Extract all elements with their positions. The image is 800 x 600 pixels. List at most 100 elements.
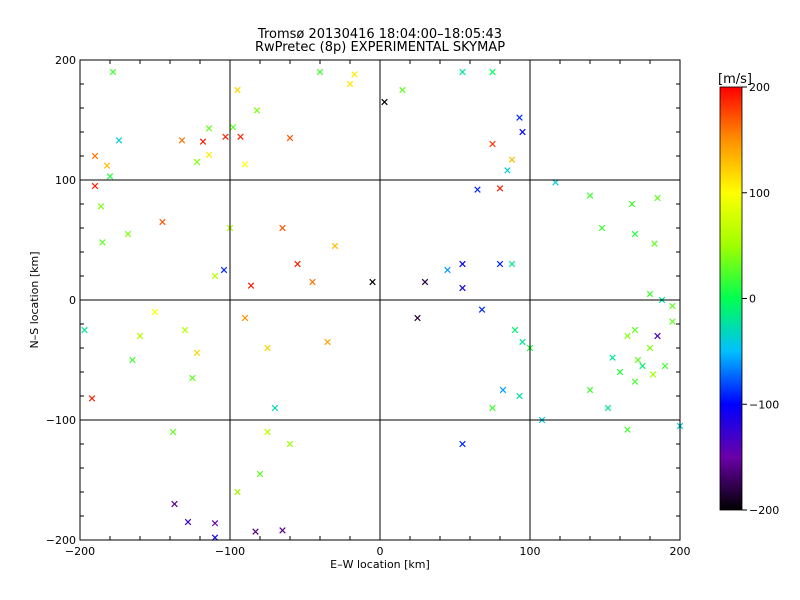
data-point-cross: [271, 404, 279, 412]
data-point-cross: [159, 218, 166, 226]
colorbar-ticks: 200 100 0 −100 −200: [742, 81, 779, 517]
colorbar-tick-label: −200: [749, 504, 779, 517]
data-point-cross: [351, 71, 358, 78]
data-point-cross: [628, 200, 636, 208]
data-point-cross: [516, 114, 523, 121]
data-point-cross: [88, 395, 96, 402]
data-point-cross: [193, 349, 201, 357]
colorbar-tick-label: 100: [749, 187, 770, 200]
data-point-cross: [624, 426, 631, 433]
data-point-cross: [286, 440, 294, 448]
data-point-cross: [178, 137, 186, 144]
data-point-cross: [654, 332, 661, 340]
data-point-cross: [346, 80, 354, 88]
data-point-cross: [241, 314, 249, 322]
data-point-cross: [669, 318, 676, 325]
data-point-cross: [586, 386, 594, 394]
data-point-cross: [634, 356, 642, 364]
data-point-cross: [459, 260, 466, 268]
data-point-cross: [459, 440, 466, 448]
y-axis-label: N–S location [km]: [28, 251, 41, 348]
data-point-cross: [516, 392, 523, 400]
data-point-cross: [496, 260, 504, 268]
data-point-cross: [489, 68, 496, 76]
data-point-cross: [519, 128, 526, 136]
data-point-cross: [661, 362, 669, 370]
chart-title: Tromsø 20130416 18:04:00–18:05:43: [257, 27, 502, 42]
data-point-cross: [129, 356, 136, 364]
y-tick-label: 200: [55, 54, 76, 67]
colorbar-tick-label: 0: [749, 293, 756, 306]
data-point-cross: [381, 98, 388, 106]
data-point-cross: [97, 203, 105, 210]
data-point-cross: [294, 260, 301, 268]
data-point-cross: [205, 151, 213, 159]
data-point-cross: [91, 182, 99, 190]
data-point-cross: [222, 133, 229, 141]
data-point-cross: [99, 239, 106, 246]
x-tick-label: 100: [520, 545, 541, 558]
data-point-cross: [181, 326, 189, 334]
data-point-cross: [211, 534, 219, 541]
data-point-cross: [234, 488, 241, 496]
data-point-cross: [511, 326, 519, 334]
data-point-cross: [199, 138, 207, 145]
data-point-cross: [211, 519, 219, 527]
data-point-cross: [264, 428, 271, 436]
data-point-cross: [519, 338, 526, 346]
data-point-cross: [237, 133, 244, 141]
data-point-cross: [151, 308, 159, 316]
data-point-cross: [654, 194, 661, 202]
data-point-cross: [264, 344, 271, 352]
data-point-cross: [286, 134, 294, 142]
data-point-cross: [399, 86, 406, 94]
data-point-cross: [646, 290, 654, 298]
data-point-cross: [316, 68, 324, 76]
x-tick-label: −100: [215, 545, 245, 558]
data-point-cross: [474, 186, 481, 193]
data-point-cross: [220, 266, 228, 274]
data-point-cross: [496, 185, 504, 192]
data-point-cross: [444, 266, 451, 274]
colorbar: [719, 86, 743, 511]
data-point-cross: [81, 326, 88, 334]
data-point-cross: [136, 332, 144, 340]
data-point-cross: [649, 371, 657, 378]
data-point-cross: [609, 354, 616, 361]
data-point-cross: [459, 68, 466, 76]
data-point-cross: [604, 404, 612, 412]
data-point-cross: [247, 282, 255, 289]
data-point-cross: [241, 161, 249, 168]
colorbar-tick-label: 200: [749, 81, 770, 94]
data-point-cross: [184, 518, 192, 526]
data-point-cross: [211, 272, 219, 280]
data-point-cross: [205, 125, 213, 132]
data-point-cross: [651, 240, 658, 247]
data-point-cross: [324, 338, 331, 346]
data-point-cross: [421, 278, 429, 286]
data-point-cross: [616, 368, 624, 376]
data-point-cross: [624, 332, 631, 340]
y-tick-label: 0: [69, 294, 76, 307]
data-point-cross: [189, 374, 196, 382]
data-point-cross: [252, 528, 259, 535]
x-axis-label: E–W location [km]: [330, 558, 430, 571]
data-point-cross: [499, 386, 507, 394]
data-point-cross: [279, 224, 286, 232]
chart-subtitle: RwPretec (8p) EXPERIMENTAL SKYMAP: [255, 40, 505, 55]
data-point-cross: [169, 428, 177, 436]
data-point-cross: [489, 140, 496, 148]
data-point-cross: [369, 278, 376, 286]
data-point-cross: [253, 107, 261, 114]
data-point-cross: [124, 230, 132, 238]
data-point-cross: [459, 284, 466, 292]
data-point-cross: [256, 470, 264, 478]
x-axis: −200 −100 0 100 200: [65, 60, 691, 558]
data-point-cross: [115, 137, 123, 144]
data-point-cross: [106, 173, 114, 180]
data-point-cross: [109, 68, 117, 76]
colorbar-tick-label: −100: [749, 398, 779, 411]
data-point-cross: [586, 192, 594, 199]
y-tick-label: 100: [55, 174, 76, 187]
